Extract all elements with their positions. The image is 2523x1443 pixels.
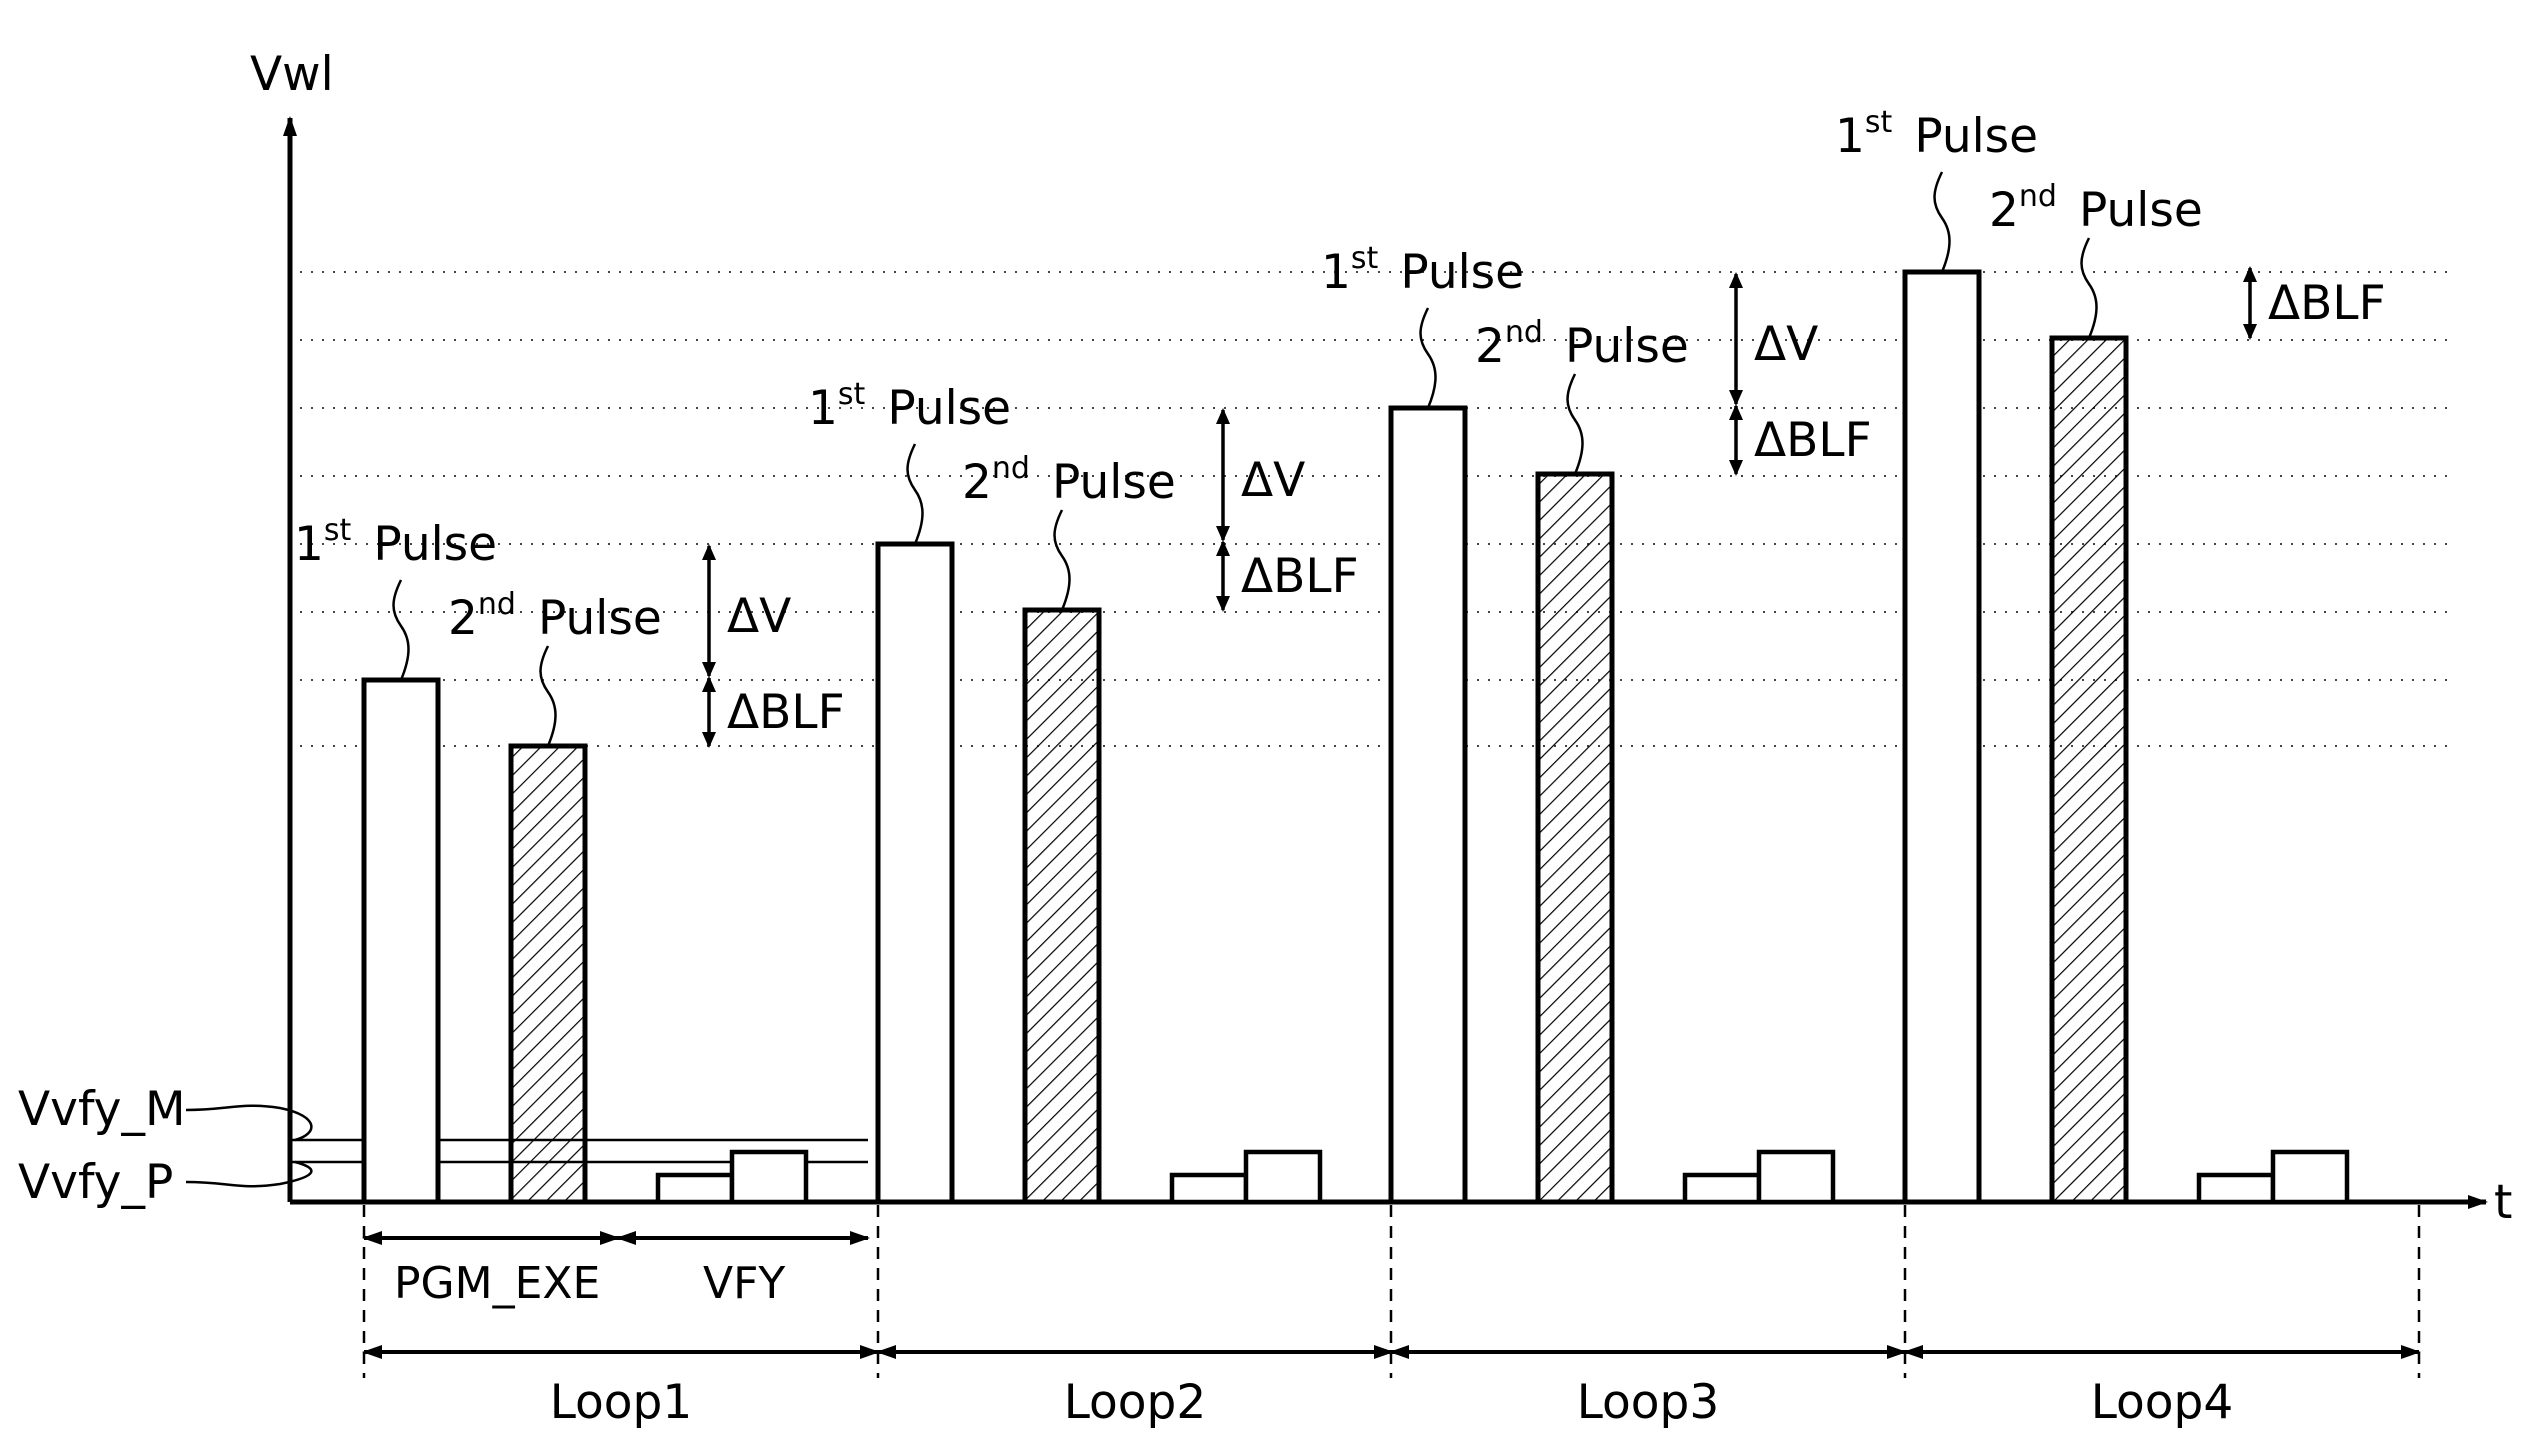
loop-2-first-leader [908,444,923,544]
loop-3-first-leader [1421,308,1436,408]
loop-1-second-pulse-label: 2ndPulse [448,587,662,646]
loop-2-first-pulse-label: 1stPulse [808,377,1011,436]
loop-2-second-pulse-label: 2ndPulse [962,451,1176,510]
loop-4-verify-pulse-m [2273,1152,2347,1202]
loop-1-dv-label: ΔV [727,589,791,644]
loop-3-label: Loop3 [1577,1375,1720,1430]
pgm-exe-label: PGM_EXE [394,1258,600,1309]
loop-1-label: Loop1 [550,1375,693,1430]
loop-3-pulses: 1stPulse 2ndPulse ΔV ΔBLF [1321,241,1872,1202]
loop-1-first-leader [394,580,409,680]
loop-3-verify-pulse-m [1759,1152,1833,1202]
vvfy-p-label: Vvfy_P [18,1155,173,1210]
vfy-label: VFY [703,1258,785,1309]
loop-1-second-pulse [511,746,585,1202]
loop-2-first-pulse [878,544,952,1202]
loop-3-second-pulse [1538,474,1612,1202]
x-axis-label: t [2494,1175,2512,1230]
loop-3-verify-pulse-p [1685,1175,1759,1202]
loop-4-dblf-label: ΔBLF [2268,276,2386,331]
loop-1-verify-pulse-m [732,1152,806,1202]
loop-3-second-pulse-label: 2ndPulse [1475,315,1689,374]
loop-2-span: Loop2 [878,1205,1392,1430]
loop-3-second-leader [1568,374,1583,474]
vvfy-p-leader [186,1162,311,1186]
loop-4-second-pulse [2052,338,2126,1202]
loop-4-pulses: 1stPulse 2ndPulse ΔBLF [1835,105,2386,1202]
loop-4-label: Loop4 [2091,1375,2234,1430]
loop-3-dv-label: ΔV [1754,317,1818,372]
loop-3-span: Loop3 [1391,1205,1905,1430]
loop-2-verify-pulse-p [1172,1175,1246,1202]
loop-2-verify-pulse-m [1246,1152,1320,1202]
loop-2-second-pulse [1025,610,1099,1202]
loop-3-first-pulse-label: 1stPulse [1321,241,1524,300]
loop-4-first-leader [1935,172,1950,272]
loop-2-dblf-label: ΔBLF [1241,549,1359,604]
loop-4-second-leader [2082,238,2097,338]
loop-1-first-pulse-label: 1stPulse [294,513,497,572]
y-axis-label: Vwl [250,47,334,102]
loop-2-pulses: 1stPulse 2ndPulse ΔV ΔBLF [808,377,1359,1202]
loop-1-pulses: 1stPulse 2ndPulse ΔV ΔBLF [294,513,845,1202]
loop-4-span: Loop4 [1905,1205,2419,1430]
loop-2-dv-label: ΔV [1241,453,1305,508]
loop-4-first-pulse [1905,272,1979,1202]
loop-1-dblf-label: ΔBLF [727,685,845,740]
loop-1-second-leader [541,646,556,746]
loop-2-second-leader [1055,510,1070,610]
loop-3-first-pulse [1391,408,1465,1202]
loop-4-second-pulse-label: 2ndPulse [1989,179,2203,238]
vvfy-m-leader [186,1106,311,1140]
loop-2-label: Loop2 [1064,1375,1207,1430]
loop-3-dblf-label: ΔBLF [1754,413,1872,468]
pulse-group: 1stPulse 2ndPulse ΔV ΔBLF 1stPulse 2ndPulse ΔV… [294,105,2386,1202]
loop-1-verify-pulse-p [658,1175,732,1202]
loop-1-first-pulse [364,680,438,1202]
loop-4-verify-pulse-p [2199,1175,2273,1202]
vvfy-m-label: Vvfy_M [18,1082,186,1137]
loop-4-first-pulse-label: 1stPulse [1835,105,2038,164]
